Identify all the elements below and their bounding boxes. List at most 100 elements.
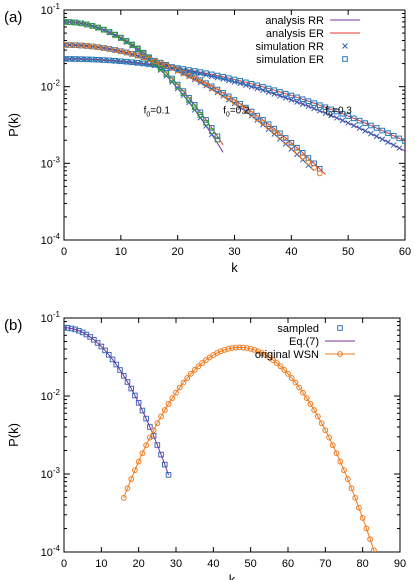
data-point (72, 19, 79, 26)
data-point (152, 60, 158, 67)
data-point (217, 348, 224, 355)
data-point (243, 104, 249, 111)
x-tick-label: 50 (342, 246, 354, 258)
x-tick-label: 30 (228, 246, 240, 258)
data-point (282, 90, 289, 97)
data-point (214, 88, 221, 95)
data-point (402, 138, 405, 144)
data-point (146, 434, 153, 441)
legend-label: sampled (277, 323, 319, 335)
data-point (180, 70, 187, 76)
data-point (78, 20, 84, 27)
data-point (118, 58, 124, 65)
data-point (95, 57, 101, 63)
data-point (169, 79, 175, 85)
y-tick-label: 10-2 (41, 79, 61, 94)
data-point (174, 67, 181, 74)
data-point (112, 47, 119, 53)
legend-entry: simulation ER (256, 54, 348, 66)
data-point (370, 547, 377, 552)
data-point (154, 442, 161, 448)
data-point (244, 345, 250, 351)
x-tick-label: 60 (399, 246, 411, 258)
data-point (66, 19, 73, 25)
panel-label: (a) (4, 9, 22, 26)
y-tick-label: 10-4 (41, 544, 61, 559)
data-point (89, 56, 96, 63)
data-point (243, 82, 249, 89)
data-point (64, 56, 67, 62)
annotation: f0=0.1 (144, 105, 171, 118)
data-point (83, 21, 90, 28)
series-line (64, 327, 170, 476)
y-tick-label: 10-1 (41, 2, 61, 17)
data-point (248, 83, 255, 90)
legend-label: analysis RR (265, 15, 324, 27)
data-point (89, 23, 96, 29)
data-point (254, 85, 261, 92)
data-point (208, 125, 215, 131)
data-point (229, 345, 235, 351)
data-point (260, 84, 266, 90)
data-point (294, 148, 300, 155)
data-point (337, 458, 344, 465)
data-point (89, 56, 96, 63)
data-point (83, 43, 90, 49)
data-point (220, 91, 227, 98)
data-point (214, 72, 221, 79)
data-point (78, 20, 84, 27)
data-point (225, 95, 232, 102)
data-point (251, 346, 258, 353)
legend-entry: original WSN (255, 349, 355, 361)
data-point (169, 77, 175, 84)
data-point (318, 420, 325, 427)
data-point (333, 115, 340, 121)
data-point (169, 395, 176, 402)
data-point (232, 344, 239, 351)
data-point (220, 93, 226, 99)
data-point (288, 375, 295, 381)
data-point (356, 504, 362, 511)
legend-entry: Eq.(7) (289, 336, 355, 348)
annotation: f0=0.2 (223, 105, 250, 118)
data-point (277, 363, 284, 370)
data-point (316, 170, 323, 177)
data-point (123, 58, 130, 65)
data-point (277, 89, 283, 95)
data-point (203, 123, 209, 129)
data-point (203, 81, 209, 88)
data-point (359, 515, 366, 521)
data-point (311, 164, 317, 171)
data-point (208, 71, 215, 78)
data-point (66, 19, 73, 25)
data-point (350, 122, 357, 129)
data-point (174, 65, 181, 71)
data-point (123, 38, 130, 45)
data-point (254, 82, 261, 89)
data-point (314, 413, 321, 420)
data-point (390, 132, 397, 139)
data-point (345, 120, 352, 126)
data-point (106, 351, 112, 358)
data-point (83, 56, 90, 63)
data-point (305, 159, 312, 166)
data-point (294, 144, 300, 151)
data-point (214, 136, 221, 143)
data-point (186, 68, 192, 75)
data-point (225, 345, 232, 352)
data-point (117, 48, 124, 55)
data-point (139, 407, 146, 414)
data-point (311, 407, 318, 413)
data-point (299, 153, 306, 160)
data-point (191, 68, 198, 74)
data-point (248, 108, 255, 115)
data-point (191, 69, 198, 76)
x-tick-label: 0 (61, 558, 67, 570)
data-point (329, 442, 336, 449)
data-point (344, 476, 351, 482)
legend-marker (342, 56, 348, 62)
data-point (135, 46, 141, 52)
data-point (352, 494, 359, 501)
data-point (78, 56, 84, 62)
